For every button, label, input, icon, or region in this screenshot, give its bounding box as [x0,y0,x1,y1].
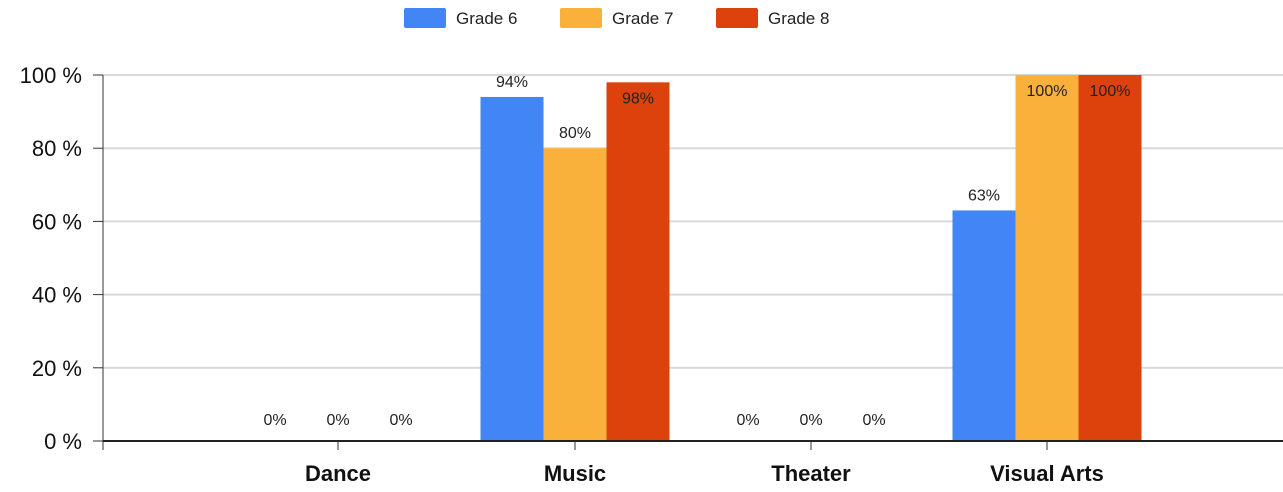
data-label: 94% [496,74,528,91]
y-tick-label: 20 % [32,356,82,381]
data-label: 0% [736,412,759,429]
bar-music-grade-7 [543,148,607,441]
data-label: 98% [622,90,654,107]
legend-label: Grade 8 [768,9,829,28]
data-labels: 0% 0% 0% 94% 80% 98% 0% 0% 0% 63% 100% 100% [263,74,1130,429]
data-label: 0% [389,412,412,429]
x-tick-label: Dance [305,461,371,486]
legend-swatch-grade-7 [560,8,602,28]
data-label: 63% [968,187,1000,204]
legend-label: Grade 7 [612,9,673,28]
legend: Grade 6 Grade 7 Grade 8 [404,8,829,28]
legend-swatch-grade-8 [716,8,758,28]
data-label: 100% [1027,83,1068,100]
data-label: 0% [263,412,286,429]
data-label: 0% [326,412,349,429]
y-tick-label: 0 % [44,429,82,454]
data-label: 80% [559,125,591,142]
bar-music-grade-6 [480,96,544,442]
bar-visual-arts-grade-8 [1078,75,1142,441]
axes: 0 % 20 % 40 % 60 % 80 % 100 % Dance Music Theate… [20,63,1283,486]
x-tick-label: Music [544,461,606,486]
data-label: 0% [862,412,885,429]
bar-visual-arts-grade-6 [952,210,1016,441]
y-tick-label: 80 % [32,136,82,161]
bar-visual-arts-grade-7 [1015,75,1079,441]
x-tick-label: Visual Arts [990,461,1104,486]
legend-swatch-grade-6 [404,8,446,28]
y-tick-label: 40 % [32,283,82,308]
legend-label: Grade 6 [456,9,517,28]
bars [480,75,1142,442]
y-tick-label: 60 % [32,209,82,234]
y-tick-label: 100 % [20,63,82,88]
data-label: 100% [1090,83,1131,100]
data-label: 0% [799,412,822,429]
x-tick-label: Theater [771,461,851,486]
bar-music-grade-8 [606,82,670,441]
